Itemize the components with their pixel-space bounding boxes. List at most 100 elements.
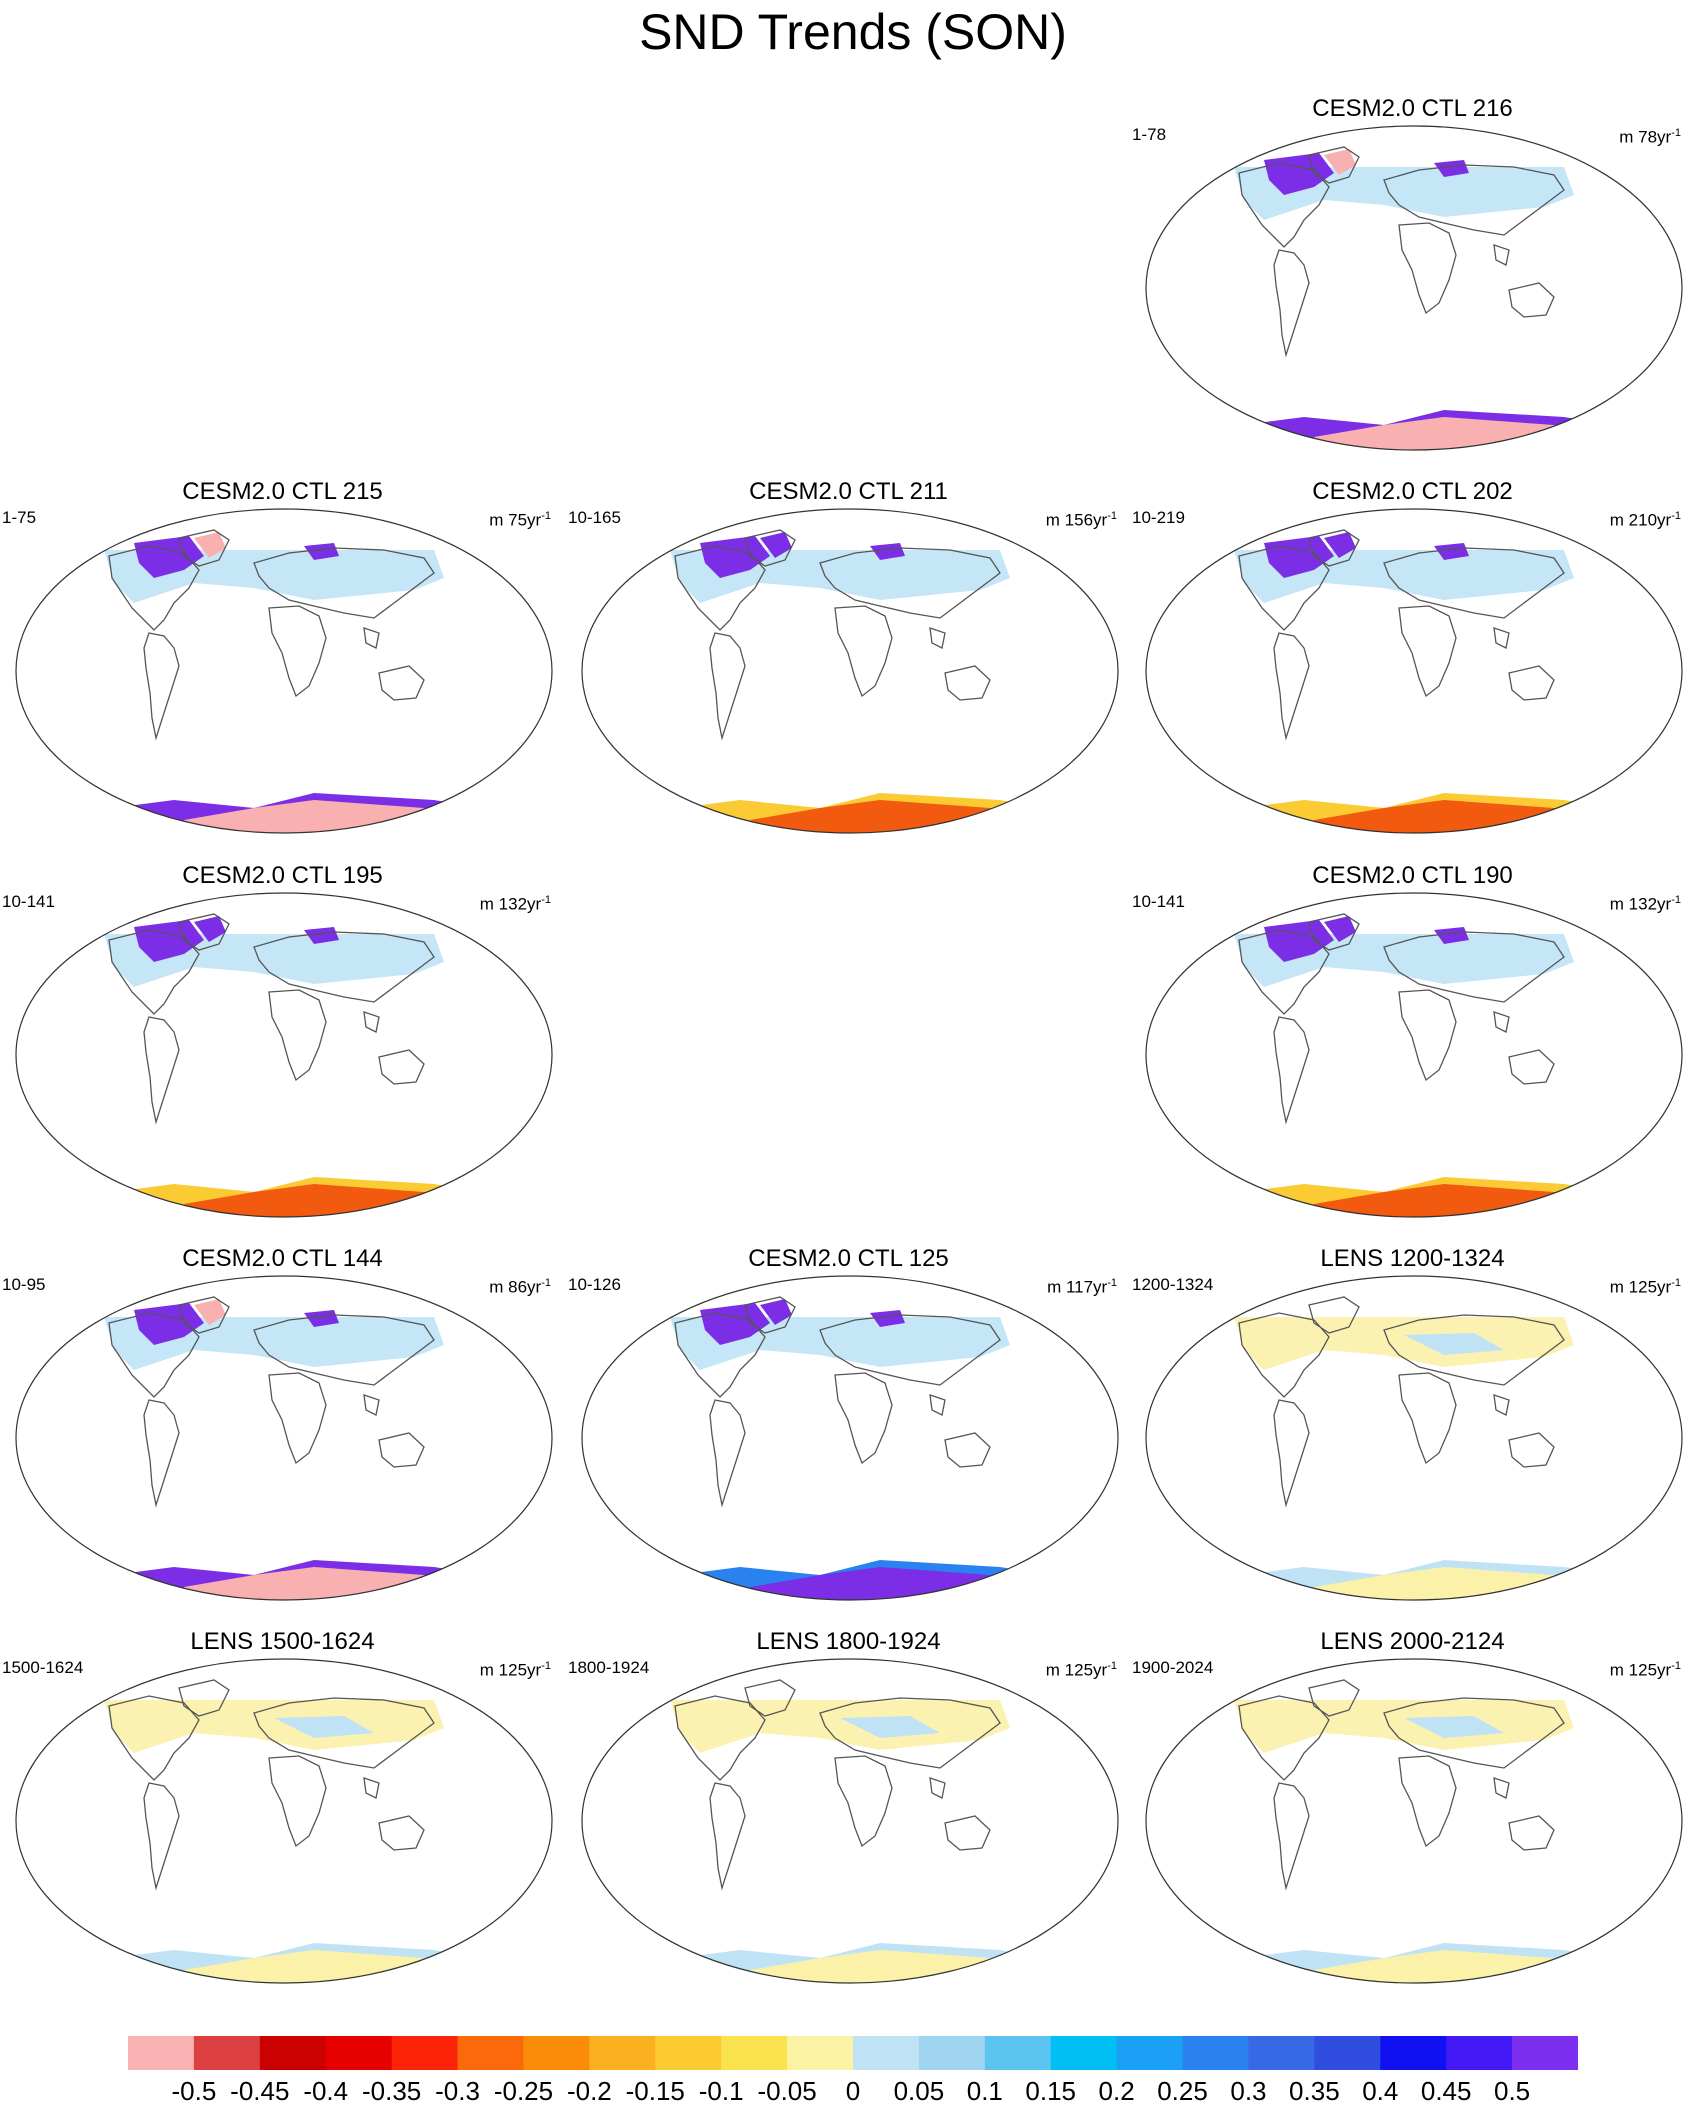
world-map (581, 1275, 1119, 1601)
colorbar-tick-label: 0.2 (1098, 2076, 1135, 2106)
panel-title: CESM2.0 CTL 215 (182, 478, 383, 505)
colorbar-tick-label: 0 (845, 2076, 861, 2106)
colorbar-tick-label: -0.25 (493, 2076, 554, 2106)
colorbar-swatch (523, 2036, 590, 2070)
colorbar-tick-label: 0.05 (893, 2076, 945, 2106)
colorbar-swatch (721, 2036, 788, 2070)
panel-units: m 125yr-1 (1609, 1660, 1681, 1680)
map-panel-p144: CESM2.0 CTL 144 10-95 m 86yr-1 (0, 1245, 565, 1605)
panel-title: LENS 2000-2124 (1320, 1628, 1505, 1655)
map-panel-p190: CESM2.0 CTL 190 10-141 m 132yr-1 (1130, 862, 1695, 1222)
panel-year-range: 10-141 (1132, 892, 1185, 911)
world-map (15, 892, 553, 1218)
colorbar-swatch (589, 2036, 656, 2070)
panel-units: m 75yr-1 (489, 510, 551, 530)
colorbar-tick-label: 0.5 (1494, 2076, 1531, 2106)
colorbar-swatch (918, 2036, 986, 2070)
panel-units: m 132yr-1 (1609, 894, 1681, 914)
panel-title: LENS 1200-1324 (1320, 1245, 1505, 1272)
panel-year-range: 1-75 (2, 508, 37, 527)
colorbar-swatch (1182, 2036, 1249, 2070)
colorbar-tick-label: -0.3 (435, 2076, 480, 2106)
colorbar-tick-label: 0.45 (1420, 2076, 1472, 2106)
panel-title: CESM2.0 CTL 202 (1312, 478, 1513, 505)
colorbar-tick-label: -0.5 (171, 2076, 217, 2106)
panel-year-range: 1900-2024 (1132, 1658, 1214, 1677)
map-panel-p202: CESM2.0 CTL 202 10-219 m 210yr-1 (1130, 478, 1695, 838)
panel-year-range: 10-141 (2, 892, 55, 911)
panel-units: m 86yr-1 (489, 1277, 551, 1297)
panel-year-range: 10-126 (568, 1275, 621, 1294)
colorbar-swatch (1116, 2036, 1184, 2070)
colorbar-swatch (984, 2036, 1052, 2070)
world-map (15, 508, 553, 834)
panel-title: LENS 1500-1624 (190, 1628, 375, 1655)
panel-title: CESM2.0 CTL 216 (1312, 95, 1513, 122)
colorbar-swatch (1314, 2036, 1381, 2070)
colorbar-swatch (1446, 2036, 1513, 2070)
colorbar-swatch (853, 2036, 920, 2070)
world-map (581, 1658, 1119, 1984)
figure-title: SND Trends (SON) (639, 4, 1067, 60)
colorbar-swatch (128, 2036, 195, 2070)
map-panel-p195: CESM2.0 CTL 195 10-141 m 132yr-1 (0, 862, 565, 1222)
panel-year-range: 1800-1924 (568, 1658, 650, 1677)
colorbar-labels: -0.5 -0.45 -0.4 -0.35 -0.3 -0.25 -0.2 -0.15 -0.1… (0, 2076, 1706, 2106)
map-panel-p125: CESM2.0 CTL 125 10-126 m 117yr-1 (566, 1245, 1131, 1605)
colorbar-tick-label: -0.2 (566, 2076, 612, 2106)
panel-year-range: 1200-1324 (1132, 1275, 1214, 1294)
panel-title: CESM2.0 CTL 144 (182, 1245, 383, 1272)
panel-units: m 125yr-1 (479, 1660, 551, 1680)
colorbar-swatch (1380, 2036, 1447, 2070)
colorbar-tick-label: -0.05 (757, 2076, 817, 2106)
world-map (1145, 125, 1683, 451)
colorbar-tick-label: -0.15 (625, 2076, 685, 2106)
panel-units: m 132yr-1 (479, 894, 551, 914)
colorbar-swatch (325, 2036, 393, 2070)
colorbar-tick-label: -0.35 (361, 2076, 422, 2106)
map-panel-l1800: LENS 1800-1924 1800-1924 m 125yr-1 (566, 1628, 1131, 1988)
colorbar-swatch (1050, 2036, 1118, 2070)
map-panel-p216: CESM2.0 CTL 216 1-78 m 78yr-1 (1130, 95, 1695, 455)
world-map (15, 1658, 553, 1984)
panel-units: m 78yr-1 (1619, 127, 1681, 147)
panel-units: m 125yr-1 (1045, 1660, 1117, 1680)
panel-units: m 125yr-1 (1609, 1277, 1681, 1297)
panel-title: CESM2.0 CTL 190 (1312, 862, 1513, 889)
world-map (1145, 1658, 1683, 1984)
colorbar-tick-label: -0.1 (698, 2076, 744, 2106)
panel-year-range: 10-219 (1132, 508, 1185, 527)
colorbar-tick-label: 0.35 (1289, 2076, 1340, 2106)
colorbar-swatch (259, 2036, 327, 2070)
panel-year-range: 10-165 (568, 508, 621, 527)
colorbar-swatch (391, 2036, 459, 2070)
colorbar-swatch (457, 2036, 524, 2070)
colorbar-tick-label: 0.25 (1157, 2076, 1208, 2106)
colorbar-tick-label: 0.3 (1230, 2076, 1267, 2106)
panel-units: m 156yr-1 (1045, 510, 1117, 530)
panel-title: LENS 1800-1924 (756, 1628, 941, 1655)
colorbar (128, 2036, 1578, 2070)
panel-year-range: 10-95 (2, 1275, 46, 1294)
colorbar-tick-label: -0.4 (303, 2076, 349, 2106)
colorbar-swatch (787, 2036, 854, 2070)
panel-units: m 117yr-1 (1047, 1277, 1117, 1297)
panel-title: CESM2.0 CTL 195 (182, 862, 383, 889)
world-map (1145, 508, 1683, 834)
colorbar-tick-label: 0.1 (966, 2076, 1003, 2106)
map-panel-l1200: LENS 1200-1324 1200-1324 m 125yr-1 (1130, 1245, 1695, 1605)
colorbar-swatch (655, 2036, 722, 2070)
colorbar-swatch (193, 2036, 261, 2070)
map-panel-l2000: LENS 2000-2124 1900-2024 m 125yr-1 (1130, 1628, 1695, 1988)
map-panel-l1500: LENS 1500-1624 1500-1624 m 125yr-1 (0, 1628, 565, 1988)
colorbar-tick-label: 0.4 (1362, 2076, 1399, 2106)
panel-units: m 210yr-1 (1609, 510, 1681, 530)
panel-year-range: 1-78 (1132, 125, 1167, 144)
world-map (1145, 892, 1683, 1218)
colorbar-swatch (1512, 2036, 1578, 2070)
colorbar-tick-label: -0.45 (230, 2076, 290, 2106)
world-map (581, 508, 1119, 834)
map-panel-p215: CESM2.0 CTL 215 1-75 m 75yr-1 (0, 478, 565, 838)
panel-year-range: 1500-1624 (2, 1658, 84, 1677)
world-map (1145, 1275, 1683, 1601)
